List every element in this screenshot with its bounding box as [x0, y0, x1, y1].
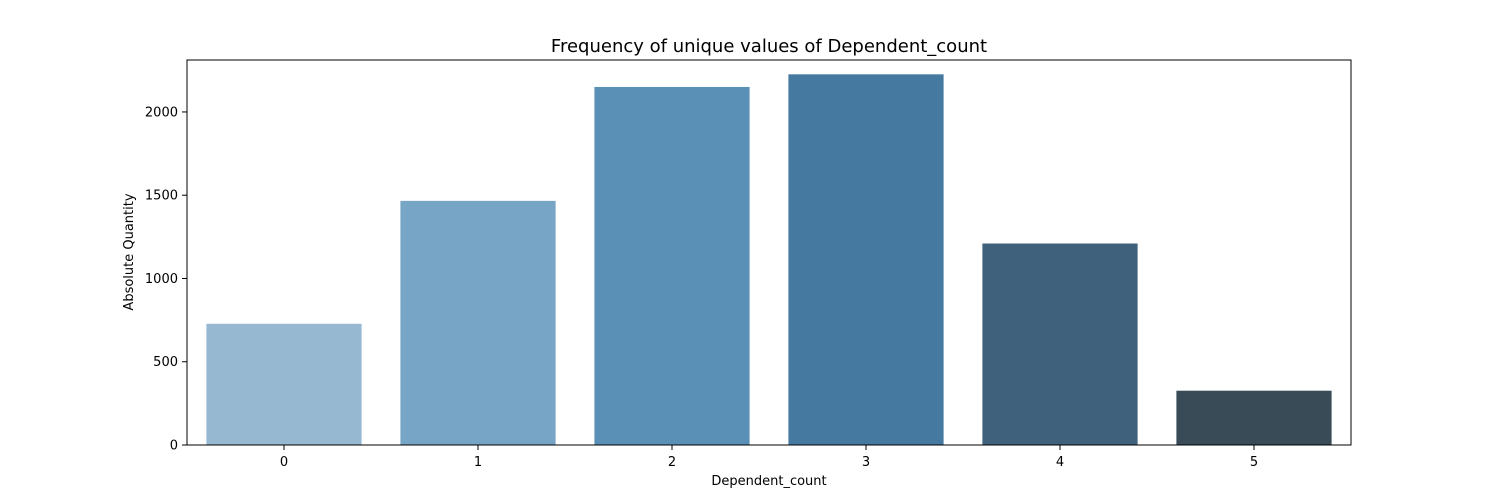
x-axis-label: Dependent_count [711, 474, 826, 489]
y-axis-ticks: 0 500 1000 1500 2000 [145, 105, 187, 454]
bar-3 [788, 74, 944, 446]
y-tick-label: 1000 [145, 272, 178, 287]
y-tick-label: 500 [153, 355, 178, 370]
x-axis-ticks: 0 1 2 3 4 5 [280, 445, 1258, 470]
y-tick-label: 2000 [145, 105, 178, 120]
x-tick-label: 3 [862, 455, 870, 470]
bar-0 [206, 323, 362, 445]
chart-title: Frequency of unique values of Dependent_… [551, 36, 987, 57]
bar-5 [1176, 390, 1332, 445]
x-tick-label: 5 [1250, 455, 1258, 470]
y-tick-label: 0 [170, 439, 178, 454]
bars-group [206, 74, 1332, 446]
x-tick-label: 0 [280, 455, 288, 470]
y-tick-label: 1500 [145, 189, 178, 204]
bar-1 [400, 200, 556, 445]
bar-2 [594, 86, 750, 445]
y-axis-label: Absolute Quantity [122, 193, 137, 310]
plot-frame [186, 59, 1352, 446]
x-tick-label: 1 [474, 455, 482, 470]
x-tick-label: 2 [668, 455, 676, 470]
x-tick-label: 4 [1056, 455, 1064, 470]
bar-4 [982, 243, 1138, 445]
